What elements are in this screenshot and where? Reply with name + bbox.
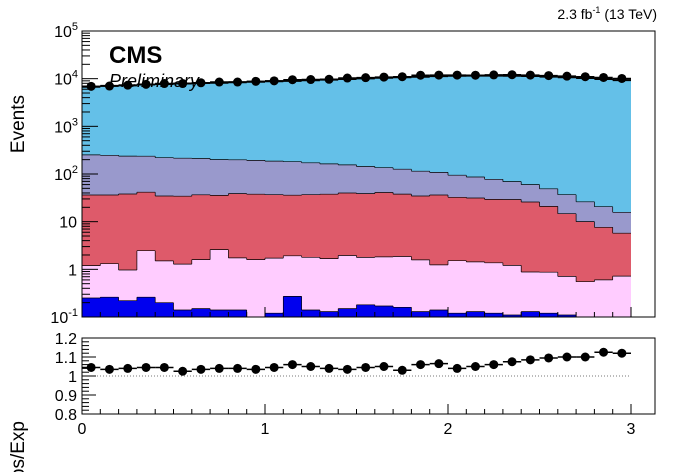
ratio-point — [525, 355, 535, 365]
ratio-point — [251, 364, 261, 374]
stack-area-1 — [82, 249, 631, 317]
ratio-point — [379, 362, 389, 371]
ratio-point — [361, 362, 371, 372]
data-point — [416, 70, 426, 80]
y-tick-label: 10-1 — [50, 307, 78, 327]
ratio-point — [434, 359, 444, 369]
main-plot-panel: 10-1 1 10 102 103 104 105 — [50, 21, 656, 327]
ratio-point — [159, 362, 169, 372]
y-tick-label: 103 — [54, 116, 78, 136]
experiment-label: CMS — [109, 42, 162, 69]
stack-outline-3 — [82, 154, 631, 213]
data-point — [269, 76, 279, 86]
stack-area-2 — [82, 192, 631, 282]
data-point — [123, 80, 133, 90]
data-point — [470, 70, 480, 80]
ratio-point — [489, 360, 499, 370]
stack-area-4 — [82, 75, 631, 213]
data-point — [342, 73, 352, 83]
data-point — [306, 75, 316, 85]
ratio-point — [562, 352, 572, 362]
x-tick-label: 2 — [444, 421, 453, 438]
ratio-point — [233, 363, 243, 373]
ratio-point — [104, 364, 114, 374]
ratio-y-tick-label: 1.1 — [55, 350, 77, 367]
ratio-y-tick-label: 0.8 — [55, 407, 77, 424]
data-point — [397, 72, 407, 82]
data-point — [159, 79, 169, 89]
ratio-point — [196, 364, 206, 374]
ratio-point — [580, 352, 590, 362]
data-point — [379, 72, 389, 82]
stack-outline-2 — [82, 191, 631, 234]
data-point — [525, 70, 535, 80]
ratio-point — [397, 365, 407, 375]
data-point — [251, 76, 261, 86]
data-point — [178, 79, 188, 89]
ratio-point — [507, 357, 517, 367]
ratio-point — [123, 363, 133, 373]
data-point — [324, 74, 334, 84]
ratio-point — [599, 347, 609, 357]
data-point — [141, 79, 151, 89]
ratio-plot-panel: 0.8 0.9 1 1.1 1.2 0 1 2 3 — [55, 331, 656, 438]
ratio-point — [287, 360, 297, 370]
data-point — [507, 70, 517, 80]
y-tick-label: 102 — [54, 164, 78, 184]
ratio-y-tick-label: 1.2 — [55, 331, 77, 348]
ratio-point — [617, 348, 627, 358]
data-point — [196, 78, 206, 88]
stack-area-3 — [82, 154, 631, 234]
stack-outline-1 — [82, 249, 631, 283]
ratio-y-tick-label: 1 — [68, 369, 77, 386]
data-point — [434, 70, 444, 80]
ratio-point — [452, 363, 462, 373]
ratio-point — [214, 363, 224, 373]
ratio-point — [416, 360, 426, 370]
y-tick-label: 104 — [54, 69, 78, 89]
ratio-point — [342, 364, 352, 374]
lumi-label: 2.3 fb-1 (13 TeV) — [557, 5, 657, 22]
y-tick-label: 105 — [54, 21, 78, 41]
data-point — [617, 73, 627, 83]
ratio-point — [324, 363, 334, 373]
ratio-point — [269, 362, 279, 372]
ratio-point — [178, 366, 188, 376]
data-point — [562, 71, 572, 81]
ratio-point — [470, 362, 480, 371]
ratio-frame — [81, 337, 656, 415]
ratio-point — [86, 362, 96, 372]
status-label: Preliminary — [109, 71, 200, 91]
data-point — [104, 81, 114, 91]
x-tick-label: 1 — [261, 421, 270, 438]
data-point — [544, 71, 554, 81]
ratio-point — [141, 362, 151, 372]
main-ylabel: Events — [8, 95, 29, 153]
ratio-ylabel: Obs/Exp — [8, 421, 29, 472]
data-point — [599, 72, 609, 82]
x-tick-label: 3 — [627, 421, 636, 438]
data-point — [233, 77, 243, 87]
data-point — [361, 73, 371, 83]
y-tick-label: 1 — [68, 262, 77, 279]
data-point — [214, 77, 224, 87]
ratio-point — [306, 362, 316, 371]
ratio-y-tick-label: 0.9 — [55, 388, 77, 405]
data-point — [489, 70, 499, 80]
ratio-point — [544, 353, 554, 363]
data-point — [452, 70, 462, 80]
y-tick-label: 10 — [59, 215, 77, 232]
data-point — [287, 75, 297, 85]
data-point — [580, 72, 590, 82]
x-tick-label: 0 — [78, 421, 87, 438]
data-point — [86, 81, 96, 91]
